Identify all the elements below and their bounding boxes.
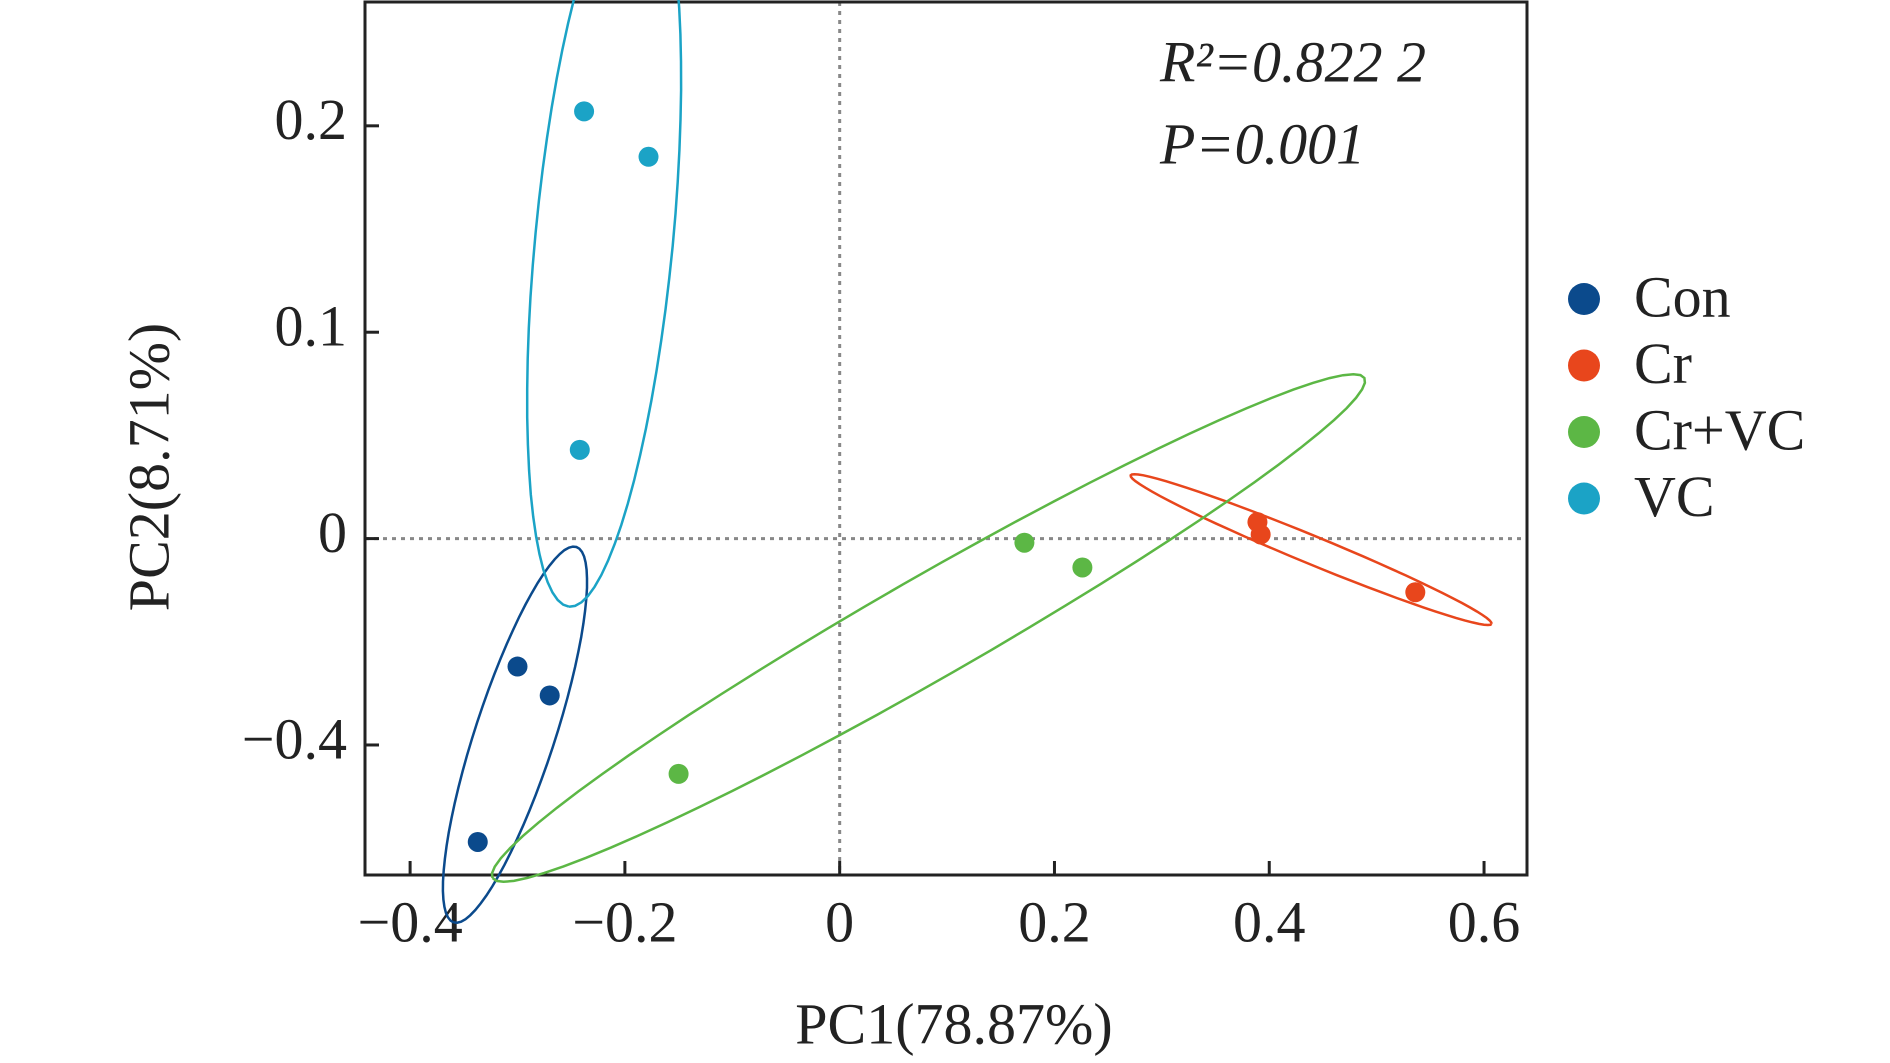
legend-label: Con: [1634, 264, 1731, 329]
point: [638, 146, 659, 167]
x-tick-label: 0.4: [1233, 889, 1306, 954]
legend-marker: [1568, 416, 1600, 448]
y-tick-label: 0.1: [275, 294, 348, 359]
x-axis-label: PC1(78.87%): [795, 991, 1112, 1056]
point: [1014, 532, 1035, 553]
legend-label: VC: [1634, 464, 1715, 529]
x-tick-label: −0.4: [357, 889, 462, 954]
point: [467, 831, 488, 852]
point: [1405, 582, 1426, 603]
legend-marker: [1568, 283, 1600, 315]
point: [574, 101, 595, 122]
confidence-ellipse: [490, 372, 1367, 884]
legend-marker: [1568, 482, 1600, 515]
plot-frame: [363, 0, 1529, 877]
y-tick-label: −0.4: [242, 706, 347, 771]
x-tick-label: 0.6: [1448, 889, 1521, 954]
x-tick-label: 0.2: [1018, 889, 1091, 954]
y-tick-label: 0.2: [275, 87, 348, 152]
y-axis-label: PC2(8.71%): [116, 323, 181, 611]
point: [1250, 524, 1271, 545]
point: [569, 439, 590, 460]
x-tick-label: −0.2: [572, 889, 677, 954]
annotation: R²=0.822 2: [1159, 29, 1426, 94]
point: [1072, 557, 1093, 578]
point: [668, 763, 689, 784]
annotation: P=0.001: [1159, 111, 1365, 176]
legend-marker: [1568, 349, 1600, 382]
point: [539, 685, 560, 706]
confidence-ellipse: [1129, 472, 1493, 627]
point: [507, 656, 528, 677]
x-tick-label: 0: [825, 889, 854, 954]
confidence-ellipse: [441, 545, 589, 924]
legend-label: Cr+VC: [1634, 397, 1805, 462]
y-tick-label: 0: [318, 500, 347, 565]
confidence-ellipse: [525, 0, 683, 608]
legend-label: Cr: [1634, 331, 1692, 396]
